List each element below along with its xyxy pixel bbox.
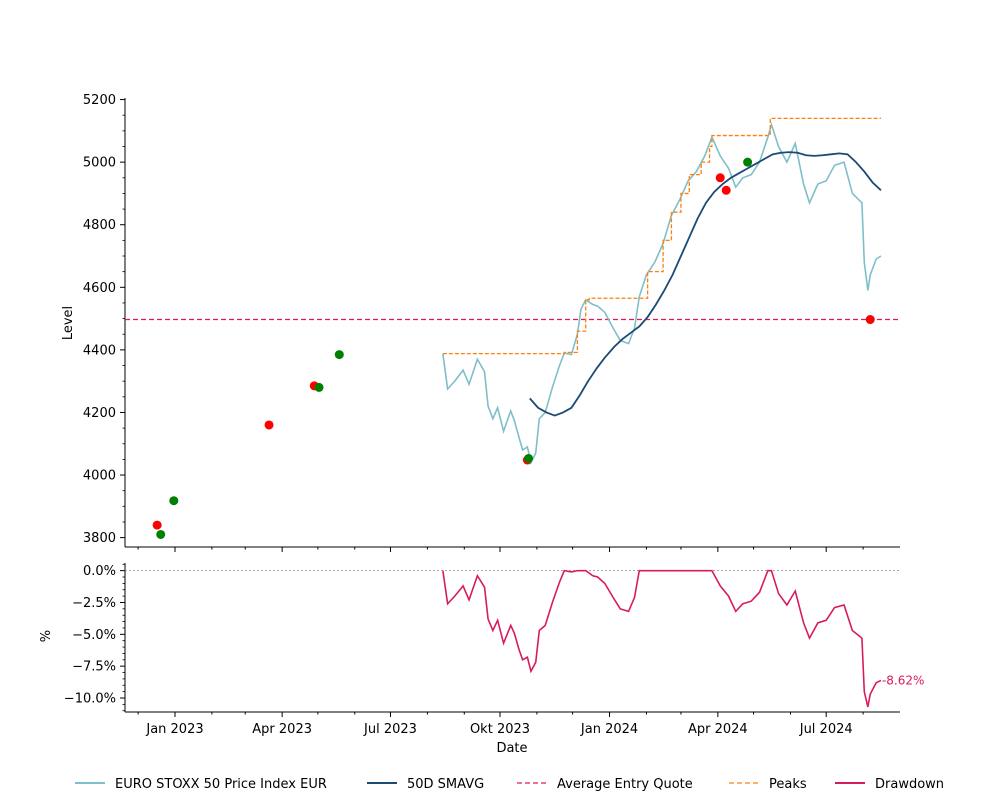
y-tick-label: 5000 (83, 156, 116, 171)
x-tick-label: Jul 2023 (363, 722, 417, 737)
legend-label: Average Entry Quote (557, 777, 693, 792)
y-tick-label: 4200 (83, 406, 116, 421)
sell-marker (865, 315, 875, 325)
x-tick-label: Okt 2023 (470, 722, 530, 737)
y-tick-label: 4800 (83, 218, 116, 233)
buy-marker (334, 350, 344, 360)
x-tick-label: Jul 2024 (799, 722, 853, 737)
y-tick-label: 0.0% (83, 564, 116, 579)
y-tick-label: 3800 (83, 531, 116, 546)
x-tick-label: Apr 2023 (252, 722, 312, 737)
y-tick-label: −10.0% (64, 691, 116, 706)
peaks-series-line (442, 117, 881, 355)
x-tick-label: Jan 2024 (580, 722, 638, 737)
buy-marker (156, 529, 166, 539)
price-series-line (442, 121, 882, 465)
legend-label: Drawdown (875, 777, 944, 792)
buy-marker (524, 453, 534, 463)
legend-label: 50D SMAVG (407, 777, 484, 792)
x-tick-label: Apr 2024 (688, 722, 748, 737)
y-tick-label: 4000 (83, 469, 116, 484)
y-tick-label: 4600 (83, 281, 116, 296)
buy-marker (743, 157, 753, 167)
y-tick-label: −7.5% (72, 660, 116, 675)
drawdown-series-line (442, 569, 882, 708)
sell-marker (152, 520, 162, 530)
buy-marker (314, 382, 324, 392)
sma-series-line (529, 151, 882, 417)
y-axis-label-level: Level (61, 306, 76, 340)
legend-label: EURO STOXX 50 Price Index EUR (115, 777, 327, 792)
price-panel: 3800 4000 4200 4400 4600 4800 5000 5200 (83, 93, 900, 552)
buy-marker (169, 496, 179, 506)
x-axis-label-date: Date (496, 741, 527, 756)
drawdown-panel: Jan 2023 Apr 2023 Jul 2023 Okt 2023 Jan 2024… (64, 563, 924, 737)
y-tick-label: 4400 (83, 343, 116, 358)
y-axis-label-percent: % (39, 630, 54, 642)
y-tick-label: −5.0% (72, 628, 116, 643)
sell-marker (721, 185, 731, 195)
y-tick-label: 5200 (83, 93, 116, 108)
legend: EURO STOXX 50 Price Index EUR 50D SMAVG Av… (75, 777, 944, 792)
legend-label: Peaks (769, 777, 807, 792)
sell-marker (264, 420, 274, 430)
drawdown-last-value-label: -8.62% (882, 673, 924, 687)
x-tick-label: Jan 2023 (145, 722, 203, 737)
y-tick-label: −2.5% (72, 596, 116, 611)
sell-marker (715, 173, 725, 183)
